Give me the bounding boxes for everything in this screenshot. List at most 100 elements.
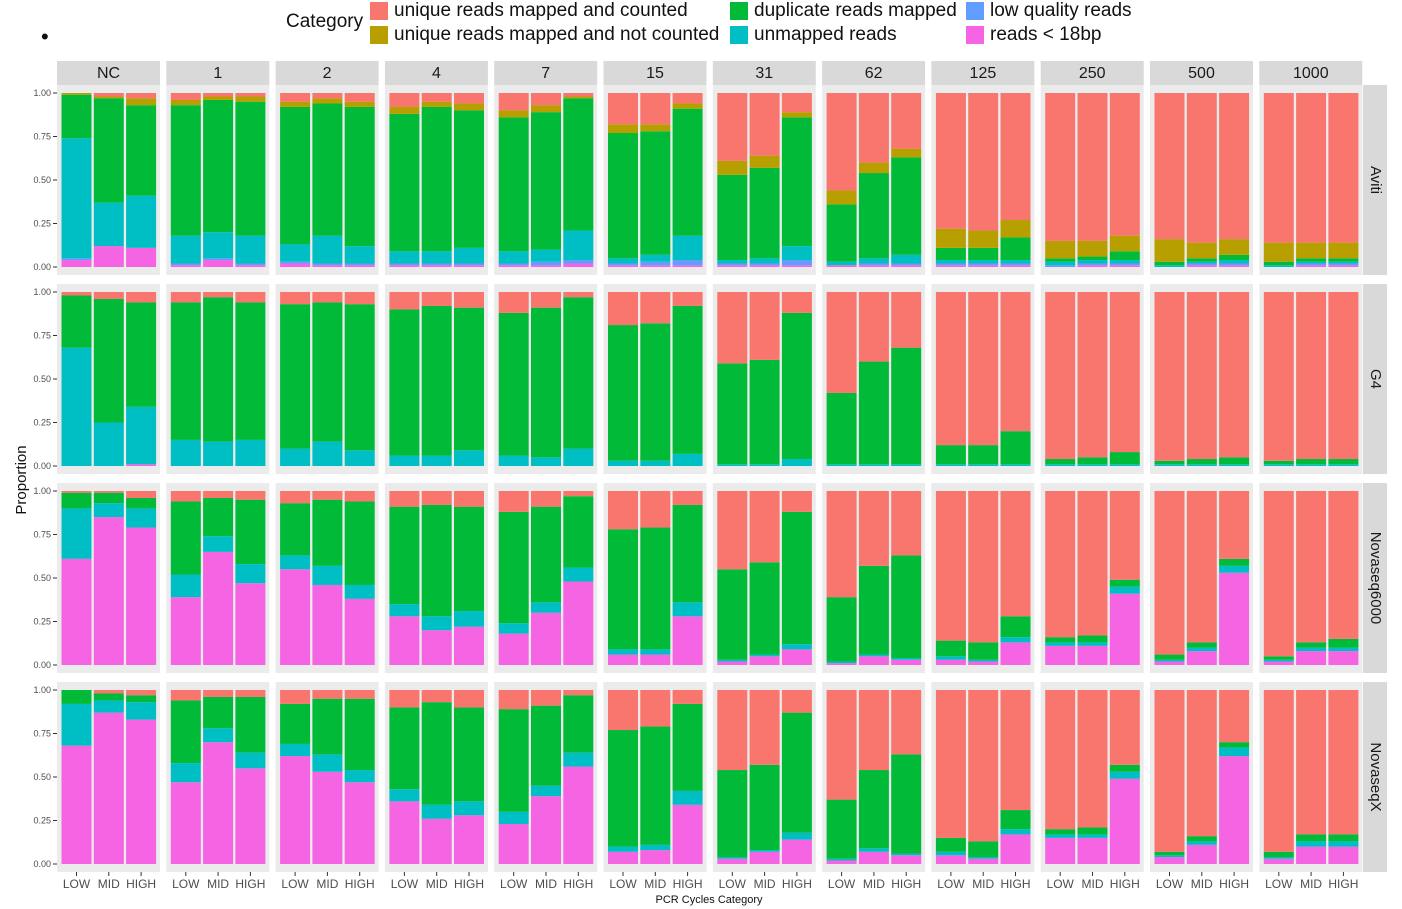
bar-segment (563, 96, 594, 99)
bar-segment (1328, 651, 1359, 665)
bar-segment (61, 492, 92, 509)
bar-segment (781, 690, 812, 713)
x-tick-label: LOW (281, 877, 309, 891)
bar-segment (280, 743, 311, 757)
x-tick-label: LOW (1265, 877, 1293, 891)
bar-segment (1109, 593, 1140, 665)
bar-segment (1109, 778, 1140, 864)
bar-segment (749, 258, 780, 264)
bar-segment (672, 690, 703, 704)
bar-segment (781, 459, 812, 466)
bar-segment (1296, 258, 1327, 262)
x-tick-label: HIGH (345, 877, 375, 891)
bar-segment (421, 263, 452, 266)
legend-key-low-quality (966, 2, 984, 20)
bar-segment (1296, 265, 1327, 267)
x-tick-label: HIGH (235, 877, 265, 891)
bar-segment (312, 263, 343, 266)
bar-segment (280, 503, 311, 556)
bar-segment (1154, 661, 1185, 665)
bar-segment (858, 770, 889, 849)
bar-segment (61, 258, 92, 261)
bar-segment (563, 581, 594, 665)
bar-segment (1219, 254, 1250, 261)
bar-segment (389, 801, 420, 864)
bar-segment (1045, 464, 1076, 466)
bar-segment (1077, 635, 1108, 643)
facet-strip-4 (384, 61, 488, 85)
bar-segment (170, 763, 201, 783)
bar-segment (1000, 93, 1031, 221)
bar-segment (203, 96, 234, 100)
bar-segment (640, 726, 671, 845)
bar-segment (608, 93, 638, 125)
y-tick-label: 1.00 (33, 486, 51, 496)
bar-segment (749, 654, 780, 657)
legend-label-unique-not-counted: unique reads mapped and not counted (394, 24, 720, 45)
bar-segment (498, 265, 529, 267)
bar-segment (563, 292, 594, 298)
bar-segment (1109, 265, 1140, 267)
bar-segment (1219, 690, 1250, 743)
bar-segment (563, 263, 594, 267)
bar-segment (749, 167, 780, 259)
bar-segment (640, 292, 671, 324)
bar-segment (672, 491, 703, 505)
bar-segment (1186, 836, 1217, 842)
bar-segment (1328, 491, 1359, 639)
bar-segment (1109, 263, 1140, 266)
bar-segment (170, 700, 201, 764)
bar-segment (421, 616, 452, 631)
bar-segment (891, 254, 922, 264)
x-tick-label: MID (863, 877, 885, 891)
legend-key-duplicate (730, 2, 748, 20)
facet-strip-7 (494, 61, 598, 85)
facet-label-1000: 1000 (1293, 65, 1329, 82)
bar-segment (1328, 292, 1359, 460)
x-tick-label: MID (316, 877, 338, 891)
bar-segment (1296, 93, 1327, 243)
bar-segment (1000, 220, 1031, 238)
bar-segment (280, 555, 311, 570)
bar-segment (1186, 261, 1217, 264)
bar-segment (608, 258, 638, 264)
bar-segment (717, 569, 748, 660)
bar-segment (1296, 834, 1327, 842)
legend-title: Category (286, 11, 364, 32)
bar-segment (1154, 265, 1185, 267)
bar-segment (389, 616, 420, 665)
bar-segment (1045, 637, 1076, 643)
bar-segment (968, 265, 999, 267)
bar-segment (93, 690, 124, 694)
bar-segment (826, 661, 857, 664)
bar-segment (1296, 647, 1327, 652)
bar-segment (1077, 837, 1108, 864)
bar-segment (61, 93, 92, 95)
bar-segment (1296, 292, 1327, 460)
bar-segment (1077, 265, 1108, 267)
bar-segment (454, 110, 484, 248)
bar-segment (1328, 263, 1359, 266)
bar-segment (608, 529, 638, 650)
bar-segment (170, 292, 201, 303)
bar-segment (1109, 690, 1140, 765)
x-tick-label: LOW (391, 877, 419, 891)
bar-segment (717, 858, 748, 864)
legend-label-short-reads: reads < 18bp (990, 24, 1102, 45)
bar-segment (170, 265, 201, 267)
bar-segment (170, 574, 201, 598)
bar-segment (640, 690, 671, 727)
bar-segment (1077, 263, 1108, 266)
x-tick-label: LOW (1047, 877, 1075, 891)
bar-segment (1109, 93, 1140, 236)
bar-segment (1077, 464, 1108, 466)
bar-segment (1109, 586, 1140, 594)
bar-segment (608, 649, 638, 655)
x-tick-label: HIGH (891, 877, 921, 891)
bar-segment (280, 101, 311, 107)
bar-segment (1219, 263, 1250, 266)
bar-segment (1000, 829, 1031, 835)
bar-segment (498, 491, 529, 512)
bar-segment (1296, 464, 1327, 466)
bar-segment (672, 265, 703, 267)
